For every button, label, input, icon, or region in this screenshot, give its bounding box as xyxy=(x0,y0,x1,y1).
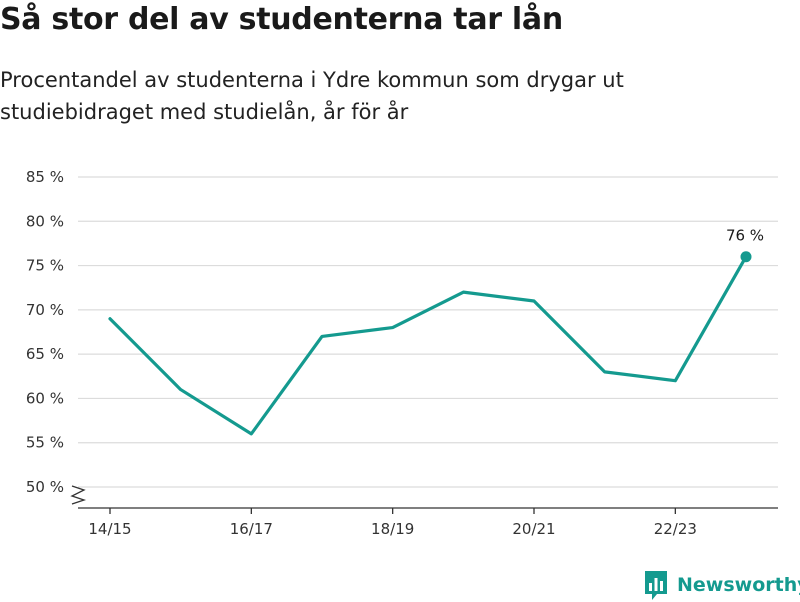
y-tick-label: 65 % xyxy=(26,345,64,363)
y-tick-label: 50 % xyxy=(26,478,64,496)
axis-break-icon xyxy=(70,485,87,505)
x-tick-label: 22/23 xyxy=(654,520,697,538)
bar-chart-logo-icon xyxy=(645,571,667,600)
x-axis: 14/15 16/17 18/19 20/21 22/23 xyxy=(78,507,778,538)
chart-title: Så stor del av studenterna tar lån xyxy=(0,2,563,37)
y-tick-label: 60 % xyxy=(26,389,64,407)
y-axis-labels: 50 % 55 % 60 % 65 % 70 % 75 % 80 % 85 % xyxy=(26,168,64,496)
x-tick-label: 20/21 xyxy=(512,520,555,538)
end-value-label: 76 % xyxy=(726,227,764,245)
series-layer xyxy=(108,251,752,436)
y-tick-label: 70 % xyxy=(26,301,64,319)
brand: Newsworthy xyxy=(643,568,800,602)
chart-subtitle: Procentandel av studenterna i Ydre kommu… xyxy=(0,68,624,124)
y-tick-label: 80 % xyxy=(26,212,64,230)
y-tick-label: 75 % xyxy=(26,257,64,275)
y-tick-label: 55 % xyxy=(26,434,64,452)
x-tick-label: 16/17 xyxy=(230,520,273,538)
x-tick-label: 18/19 xyxy=(371,520,414,538)
data-labels: 76 % xyxy=(726,227,764,245)
gridlines xyxy=(70,176,778,505)
y-tick-label: 85 % xyxy=(26,168,64,186)
end-point xyxy=(740,251,752,263)
x-tick-label: 14/15 xyxy=(88,520,131,538)
brand-name: Newsworthy xyxy=(677,574,800,596)
series-line xyxy=(108,255,748,436)
